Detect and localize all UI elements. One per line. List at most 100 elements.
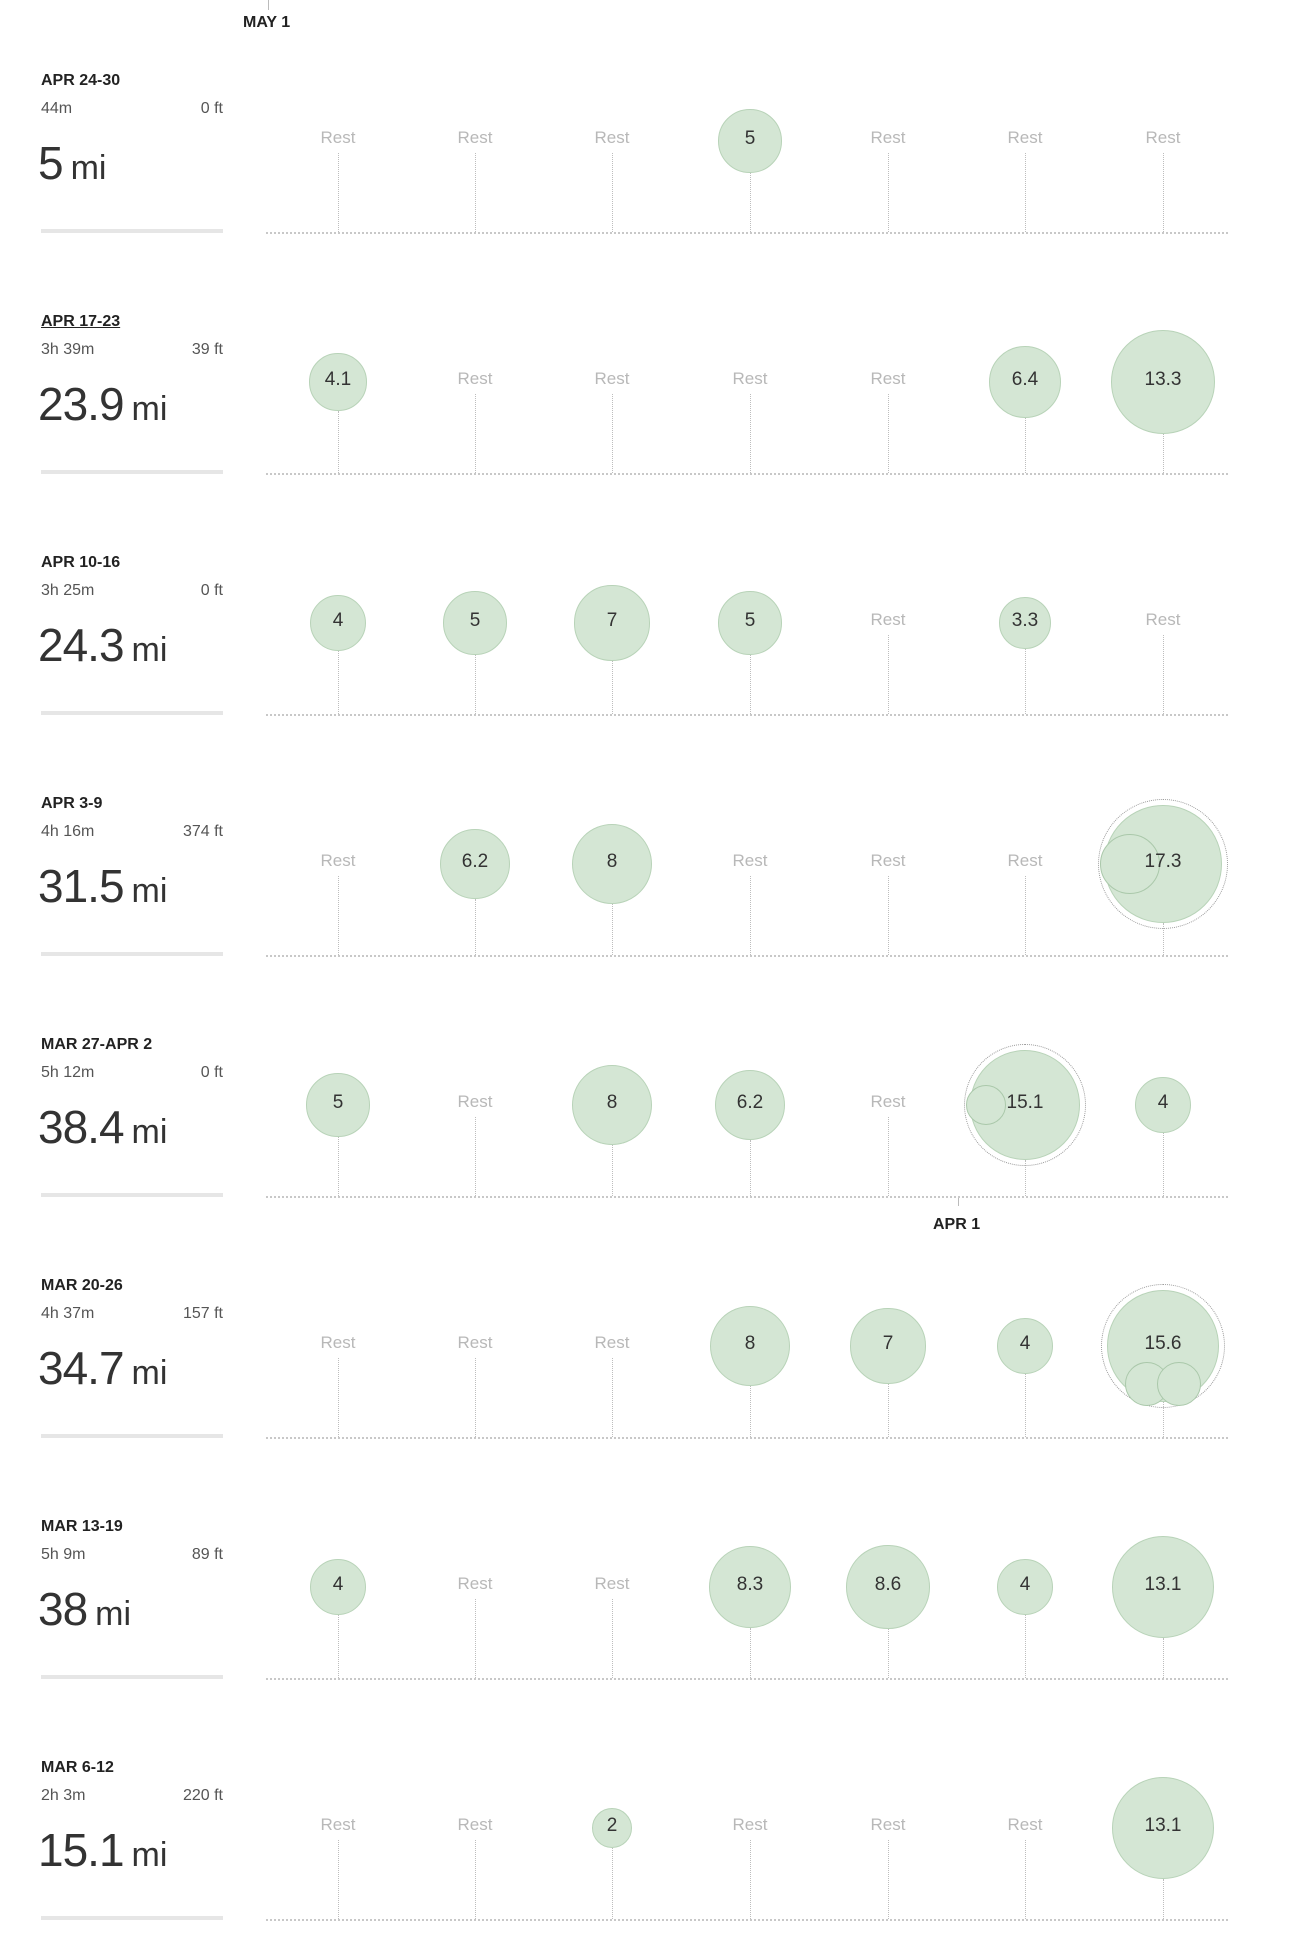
week-distance-value: 5: [38, 137, 64, 189]
day-stem: [1025, 1615, 1026, 1678]
run-distance-bubble[interactable]: [571, 823, 653, 905]
rest-label: Rest: [594, 1333, 630, 1352]
week-summary: MAR 13-19 5h 9m 89 ft 38 mi: [38, 1446, 223, 1686]
run-distance-bubble[interactable]: [443, 591, 507, 655]
week-elevation: 89 ft: [191, 1546, 223, 1563]
week-elevation: 220 ft: [182, 1787, 223, 1804]
rest-label: Rest: [457, 1815, 493, 1834]
week-distance-unit: mi: [131, 1354, 168, 1392]
run-distance-value: 8: [606, 851, 618, 872]
day-stem: [1025, 1160, 1026, 1196]
run-distance-bubble[interactable]: [996, 1317, 1054, 1375]
week-row: APR 24-30 44m 0 ft 5 mi Rest Rest Rest 5 Rest Rest…: [0, 0, 1294, 240]
day-stem: [750, 1386, 751, 1437]
day-stem: [1025, 648, 1026, 714]
rest-label: Rest: [457, 369, 493, 388]
run-distance-bubble[interactable]: [709, 1305, 791, 1387]
week-range-label: APR 24-30: [41, 72, 121, 89]
week-progress-bar: [41, 1434, 223, 1438]
run-distance-value: 5: [744, 610, 756, 631]
run-distance-bubble[interactable]: [309, 594, 367, 652]
run-distance-value: 4: [332, 1574, 344, 1595]
rest-label: Rest: [457, 1092, 493, 1111]
week-duration: 5h 9m: [41, 1546, 86, 1563]
run-distance-bubble[interactable]: [709, 1546, 791, 1628]
run-distance-value: 6.4: [1011, 369, 1039, 390]
run-distance-value: 4: [1019, 1574, 1031, 1595]
week-total-distance: 23.9 mi: [38, 377, 167, 431]
rest-label: Rest: [870, 369, 906, 388]
week-duration: 2h 3m: [41, 1787, 86, 1804]
run-distance-bubble[interactable]: [999, 597, 1051, 649]
day-stem: [888, 635, 889, 714]
week-distance-unit: mi: [95, 1595, 132, 1633]
day-stem: [750, 654, 751, 714]
day-stem: [338, 1136, 339, 1196]
week-range-label: MAR 27-APR 2: [41, 1036, 153, 1053]
week-row: MAR 13-19 5h 9m 89 ft 38 mi 4 Rest Rest 8.3 8.6 4 1…: [0, 1446, 1294, 1686]
sub-run-bubble: [1099, 834, 1160, 894]
week-duration: 3h 25m: [41, 582, 95, 599]
day-stem: [750, 1140, 751, 1196]
rest-label: Rest: [1007, 851, 1043, 870]
run-distance-bubble[interactable]: [718, 591, 782, 655]
week-row: MAR 20-26 4h 37m 157 ft 34.7 mi Rest Rest Rest 8…: [0, 1205, 1294, 1445]
week-baseline: [266, 714, 1228, 716]
run-distance-bubble[interactable]: [574, 585, 650, 661]
run-distance-bubble[interactable]: [1111, 1776, 1215, 1880]
week-summary: APR 10-16 3h 25m 0 ft 24.3 mi: [38, 482, 223, 722]
week-distance-value: 24.3: [38, 619, 125, 671]
week-range-label[interactable]: APR 17-23: [41, 313, 121, 330]
run-distance-bubble[interactable]: [850, 1308, 926, 1384]
day-stem: [1025, 1374, 1026, 1437]
rest-label: Rest: [870, 610, 906, 629]
week-baseline: [266, 1437, 1228, 1439]
run-distance-value: 15.6: [1144, 1333, 1182, 1354]
run-distance-bubble[interactable]: [571, 1064, 653, 1146]
day-stem: [475, 899, 476, 955]
day-stem: [750, 1840, 751, 1919]
week-total-distance: 34.7 mi: [38, 1341, 167, 1395]
run-distance-bubble[interactable]: [1134, 1076, 1192, 1134]
rest-label: Rest: [870, 1815, 906, 1834]
day-stem: [612, 1848, 613, 1919]
day-stem: [888, 1117, 889, 1196]
run-distance-bubble[interactable]: [1111, 1535, 1215, 1639]
run-distance-bubble[interactable]: [439, 828, 511, 900]
week-total-distance: 38 mi: [38, 1582, 131, 1636]
run-distance-bubble[interactable]: [846, 1545, 930, 1629]
day-stem: [475, 394, 476, 473]
run-distance-bubble[interactable]: [996, 1558, 1054, 1616]
day-stem: [338, 876, 339, 955]
week-elevation: 0 ft: [200, 100, 223, 117]
day-stem: [1163, 635, 1164, 714]
week-row: APR 3-9 4h 16m 374 ft 31.5 mi Rest 6.2 8 Rest Res…: [0, 723, 1294, 963]
week-total-distance: 15.1 mi: [38, 1823, 167, 1877]
run-distance-value: 4: [332, 610, 344, 631]
run-distance-value: 3.3: [1011, 610, 1039, 631]
day-stem: [750, 1627, 751, 1678]
day-stem: [1163, 1402, 1164, 1437]
run-distance-bubble[interactable]: [714, 1069, 786, 1141]
run-distance-bubble[interactable]: [309, 353, 367, 411]
run-distance-value: 6.2: [461, 851, 489, 872]
day-stem: [1025, 1840, 1026, 1919]
run-distance-value: 7: [882, 1333, 894, 1354]
multi-run-halo: [1100, 1283, 1226, 1409]
run-distance-bubble[interactable]: [1111, 330, 1215, 434]
run-distance-value: 4: [1157, 1092, 1169, 1113]
day-stem: [750, 876, 751, 955]
week-duration: 44m: [41, 100, 73, 117]
run-distance-value: 13.3: [1144, 369, 1182, 390]
rest-label: Rest: [594, 369, 630, 388]
day-stem: [1025, 876, 1026, 955]
run-distance-bubble[interactable]: [989, 346, 1061, 418]
week-baseline: [266, 232, 1228, 234]
run-distance-bubble[interactable]: [591, 1807, 633, 1849]
rest-label: Rest: [870, 128, 906, 147]
day-stem: [475, 654, 476, 714]
run-distance-bubble[interactable]: [306, 1073, 370, 1137]
run-distance-bubble[interactable]: [309, 1558, 367, 1616]
run-distance-bubble[interactable]: [718, 109, 782, 173]
day-stem: [1163, 153, 1164, 232]
